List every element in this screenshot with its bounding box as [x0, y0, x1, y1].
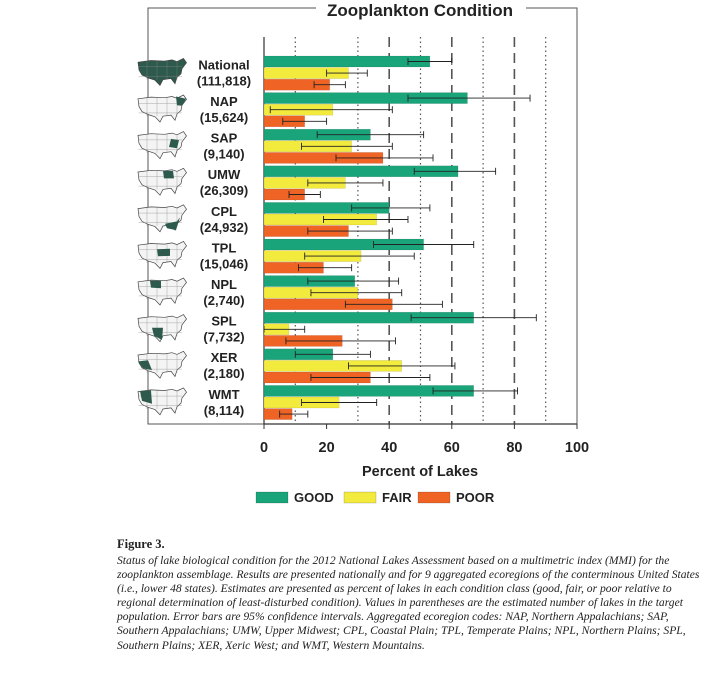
- us-map-icon: [137, 94, 187, 123]
- category-count-label: (24,932): [200, 220, 248, 235]
- x-tick-label: 100: [565, 440, 589, 456]
- title-backdrop: [316, 0, 526, 22]
- category-label: UMW: [208, 167, 241, 182]
- us-map-outline: [137, 58, 187, 86]
- legend-swatch-fair: [343, 491, 377, 504]
- figure-caption-text: Status of lake biological condition for …: [117, 554, 700, 652]
- legend-swatch-poor: [417, 491, 451, 504]
- x-tick-label: 0: [260, 440, 268, 456]
- region-highlight: [157, 248, 170, 257]
- category-label: NPL: [211, 277, 237, 292]
- us-map-icon: [137, 204, 187, 233]
- category-count-label: (9,140): [203, 147, 244, 162]
- category-label: TPL: [212, 240, 237, 255]
- category-label: SPL: [211, 314, 236, 329]
- x-axis-title: Percent of Lakes: [362, 464, 478, 480]
- x-tick-label: 40: [381, 440, 397, 456]
- us-map-outline: [137, 204, 187, 233]
- chart-region-maps: [137, 58, 187, 416]
- us-map-outline: [137, 277, 187, 306]
- region-highlight: [138, 360, 152, 371]
- us-map-icon: [137, 350, 187, 379]
- legend-swatch-good: [255, 491, 289, 504]
- us-map-icon: [137, 167, 187, 196]
- x-tick-label: 80: [506, 440, 522, 456]
- x-tick-label: 60: [444, 440, 460, 456]
- category-label: SAP: [211, 131, 238, 146]
- chart-category-labels: National(111,818) NAP(15,624) SAP(9,140) UM…: [197, 57, 251, 417]
- bar-good-national: [263, 55, 431, 68]
- category-label: WMT: [208, 387, 239, 402]
- category-label: XER: [211, 350, 238, 365]
- region-highlight: [176, 96, 186, 106]
- category-count-label: (15,624): [200, 110, 248, 125]
- category-label: CPL: [211, 204, 237, 219]
- region-highlight: [150, 280, 161, 289]
- region-highlight: [163, 170, 174, 179]
- legend-label-fair: FAIR: [382, 490, 412, 505]
- chart-bars: [263, 55, 537, 420]
- category-count-label: (7,732): [203, 330, 244, 345]
- chart-title: Zooplankton Condition: [327, 1, 513, 20]
- category-count-label: (111,818): [197, 73, 251, 88]
- legend-label-good: GOOD: [294, 490, 334, 505]
- us-map-outline: [137, 131, 187, 160]
- region-highlight: [165, 217, 180, 231]
- zooplankton-condition-chart: 0 20 40 60 80 100 National(111,818) NAP(15,624…: [137, 0, 589, 505]
- category-count-label: (26,309): [200, 183, 248, 198]
- category-label: NAP: [210, 94, 238, 109]
- region-highlight: [140, 390, 152, 404]
- category-count-label: (8,114): [204, 403, 244, 418]
- category-count-label: (2,740): [203, 293, 244, 308]
- category-count-label: (15,046): [200, 256, 248, 271]
- x-tick-label: 20: [319, 440, 335, 456]
- category-count-label: (2,180): [203, 366, 244, 381]
- figure-label: Figure 3.: [117, 537, 165, 551]
- category-label: National: [198, 57, 249, 72]
- us-map-icon: [137, 277, 187, 306]
- region-highlight: [152, 327, 163, 340]
- us-map-icon: [137, 131, 187, 160]
- figure-caption: Figure 3. Status of lake biological cond…: [117, 537, 707, 653]
- us-map-icon: [137, 58, 187, 86]
- legend-label-poor: POOR: [456, 490, 495, 505]
- us-map-outline: [137, 167, 187, 196]
- chart-legend: GOOD FAIR POOR: [255, 490, 495, 505]
- region-highlight: [169, 138, 179, 149]
